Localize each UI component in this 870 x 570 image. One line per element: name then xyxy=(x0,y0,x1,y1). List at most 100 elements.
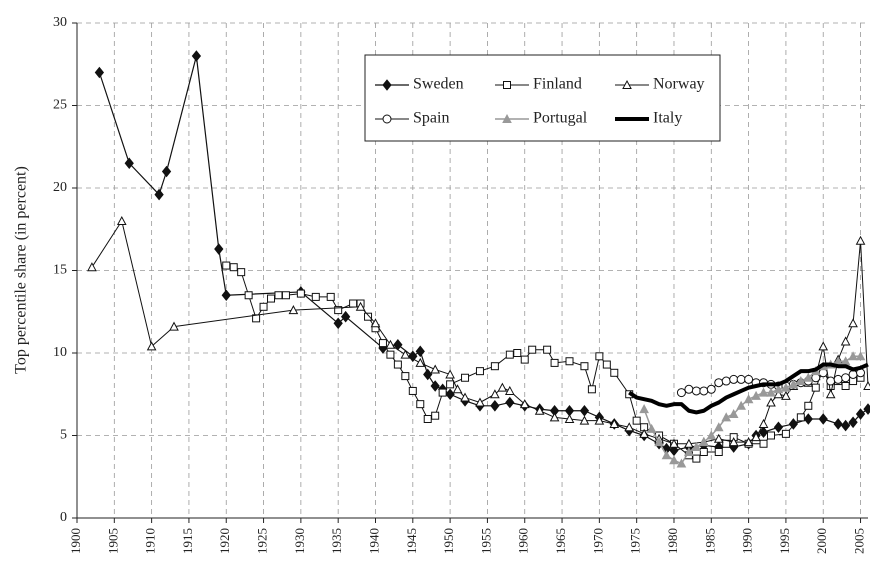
marker xyxy=(550,358,559,367)
marker xyxy=(116,215,127,225)
legend-label: Norway xyxy=(653,76,705,93)
marker xyxy=(408,350,418,363)
marker xyxy=(736,374,746,384)
marker xyxy=(446,380,455,389)
marker xyxy=(229,263,238,272)
marker xyxy=(415,345,425,358)
marker xyxy=(863,403,870,415)
marker xyxy=(728,437,739,447)
marker xyxy=(691,386,701,396)
marker xyxy=(773,389,784,399)
y-tick-label: 5 xyxy=(60,428,67,443)
marker xyxy=(445,388,455,401)
marker xyxy=(355,301,366,311)
marker xyxy=(549,412,560,422)
y-tick-label: 15 xyxy=(53,263,67,278)
legend-label: Sweden xyxy=(413,76,464,93)
marker xyxy=(594,415,605,425)
x-tick-label: 1915 xyxy=(180,528,195,554)
marker xyxy=(416,400,425,409)
marker xyxy=(788,379,799,389)
marker xyxy=(848,351,858,361)
marker xyxy=(214,243,224,255)
marker xyxy=(378,339,387,348)
marker xyxy=(706,430,717,440)
marker xyxy=(759,439,768,448)
marker xyxy=(736,400,746,410)
marker xyxy=(423,415,432,423)
marker xyxy=(818,341,829,351)
marker xyxy=(565,357,574,366)
marker xyxy=(334,306,343,315)
x-tick-label: 1950 xyxy=(441,528,456,554)
marker xyxy=(431,411,440,420)
marker xyxy=(803,413,813,425)
marker xyxy=(505,396,515,409)
x-tick-label: 1995 xyxy=(777,528,792,554)
marker xyxy=(743,394,754,404)
marker xyxy=(751,432,761,442)
marker xyxy=(714,448,723,456)
marker xyxy=(445,369,455,379)
marker xyxy=(639,428,649,438)
x-tick-label: 1900 xyxy=(68,528,83,554)
marker xyxy=(475,367,484,376)
marker xyxy=(676,388,686,398)
marker xyxy=(94,66,105,79)
marker xyxy=(848,318,858,328)
y-axis-label: Top percentile share (in percent) xyxy=(13,166,30,374)
series-line xyxy=(628,362,869,415)
marker xyxy=(382,79,392,91)
marker xyxy=(169,321,179,331)
marker xyxy=(713,433,724,443)
marker xyxy=(818,413,828,425)
marker xyxy=(154,188,164,201)
marker xyxy=(698,437,709,447)
marker xyxy=(684,384,694,394)
marker xyxy=(497,382,508,392)
marker xyxy=(610,368,619,377)
marker xyxy=(237,268,246,277)
marker xyxy=(788,418,799,430)
marker xyxy=(796,375,806,386)
marker xyxy=(781,390,791,400)
marker xyxy=(855,235,866,245)
marker xyxy=(848,369,858,379)
marker xyxy=(751,390,761,400)
marker xyxy=(721,412,732,422)
marker xyxy=(452,384,463,394)
marker xyxy=(385,339,396,349)
marker xyxy=(609,418,620,428)
x-tick-label: 1970 xyxy=(590,528,605,554)
marker xyxy=(244,291,253,300)
marker xyxy=(766,397,776,407)
legend-label: Spain xyxy=(413,110,449,127)
marker xyxy=(124,157,134,170)
marker xyxy=(520,355,529,364)
marker xyxy=(475,397,485,407)
marker xyxy=(430,380,440,392)
marker xyxy=(534,405,545,415)
marker xyxy=(401,372,410,381)
x-tick-label: 1960 xyxy=(516,528,531,554)
marker xyxy=(382,114,392,124)
legend-box xyxy=(364,54,721,142)
x-tick-label: 1940 xyxy=(366,528,381,554)
marker xyxy=(632,416,641,425)
x-tick-label: 1980 xyxy=(665,528,680,554)
x-tick-label: 1930 xyxy=(292,528,307,554)
y-tick-label: 10 xyxy=(53,345,67,360)
x-tick-label: 2000 xyxy=(814,528,829,554)
marker xyxy=(386,350,395,359)
marker xyxy=(528,345,537,354)
marker xyxy=(699,386,709,396)
marker xyxy=(691,441,702,452)
marker xyxy=(502,113,512,123)
marker xyxy=(579,404,590,417)
x-tick-label: 1920 xyxy=(217,528,232,554)
marker xyxy=(191,50,202,62)
marker xyxy=(781,429,790,438)
marker xyxy=(349,299,358,308)
marker xyxy=(825,389,836,399)
